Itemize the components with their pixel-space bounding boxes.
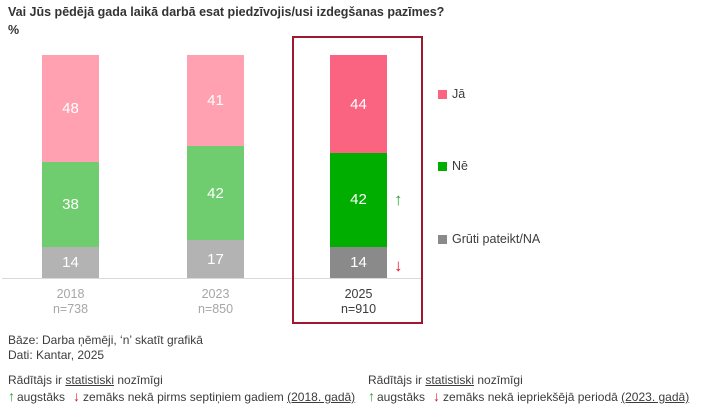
category-label-2023: 2023 n=850: [197, 287, 234, 316]
bar-2023: 41 42 17: [187, 55, 244, 278]
bar-2025: 44 42 14: [330, 55, 387, 278]
segment-2025-series1: 42: [330, 153, 387, 247]
chart-title: Vai Jūs pēdējā gada laikā darbā esat pie…: [8, 5, 445, 19]
significance-note-right: Rādītājs ir statistiski nozīmīgi ↑ augstā…: [368, 372, 689, 405]
value-label: 38: [62, 195, 79, 213]
value-label: 42: [207, 184, 224, 202]
up-significance-arrow-icon: ↑: [394, 189, 403, 209]
base-note: Bāze: Darba ņēmēji, ‘n’ skatīt grafikā: [8, 333, 203, 347]
unit-label: %: [8, 23, 20, 37]
legend-label: Grūti pateikt/NA: [452, 232, 541, 246]
value-label: 42: [350, 191, 367, 209]
segment-2023-series0: 41: [187, 55, 244, 147]
stacked-bar-chart: 48 38 14 2018 n=738 41 42 17 2023 n=850 44 42 14 2025…: [2, 36, 423, 324]
significance-note-right-line2: ↑ augstāks ↓ zemāks nekā iepriekšējā period…: [368, 388, 690, 404]
segment-2025-series2: 14: [330, 246, 387, 278]
legend-swatch-icon: [438, 161, 447, 171]
legend-item-0: Jā: [438, 87, 465, 101]
legend-label: Nē: [452, 159, 468, 173]
segment-2025-series0: 44: [330, 55, 387, 154]
segment-2023-series1: 42: [187, 146, 244, 241]
down-arrow-icon: ↓: [433, 388, 441, 404]
up-arrow-icon: ↑: [368, 388, 375, 404]
segment-2023-series2: 17: [187, 240, 244, 278]
significance-note-left-line2: ↑ augstāks ↓ zemāks nekā pirms septiņiem ga…: [8, 388, 356, 404]
value-label: 44: [350, 95, 367, 113]
value-label: 41: [207, 92, 224, 110]
significance-note-left-line1: Rādītājs ir statistiski nozīmīgi: [8, 373, 163, 387]
source-note: Dati: Kantar, 2025: [8, 348, 105, 362]
category-label-2025: 2025 n=910: [340, 287, 377, 316]
footer-notes: Bāze: Darba ņēmēji, ‘n’ skatīt grafikā D…: [8, 333, 203, 363]
value-label: 14: [350, 253, 367, 271]
legend-item-1: Nē: [438, 159, 468, 173]
significance-note-left: Rādītājs ir statistiski nozīmīgi ↑ augstā…: [8, 372, 355, 405]
segment-2018-series1: 38: [42, 162, 99, 247]
category-label-2018: 2018 n=738: [52, 287, 89, 316]
highlight-box-2025: [292, 36, 423, 324]
significance-note-right-line1: Rādītājs ir statistiski nozīmīgi: [368, 373, 523, 387]
legend-swatch-icon: [438, 234, 447, 244]
legend-label: Jā: [452, 87, 466, 101]
bar-2018: 48 38 14: [42, 55, 99, 278]
down-significance-arrow-icon: ↓: [394, 256, 403, 276]
segment-2018-series2: 14: [42, 246, 99, 278]
segment-2018-series0: 48: [42, 55, 99, 163]
down-arrow-icon: ↓: [73, 388, 81, 404]
x-axis-line: [2, 278, 421, 279]
value-label: 14: [62, 253, 79, 271]
up-arrow-icon: ↑: [8, 388, 15, 404]
legend-item-2: Grūti pateikt/NA: [438, 232, 540, 246]
legend-swatch-icon: [438, 89, 447, 99]
legend: Jā Nē Grūti pateikt/NA: [438, 0, 638, 300]
value-label: 48: [62, 100, 79, 118]
value-label: 17: [207, 250, 224, 268]
